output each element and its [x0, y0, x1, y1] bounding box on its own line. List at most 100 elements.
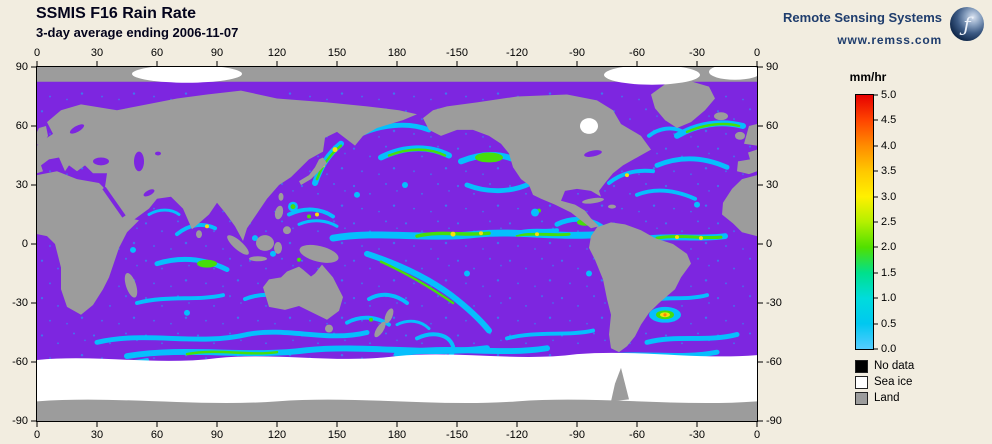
axis-tick-label: -120	[505, 47, 529, 59]
landmass-west-africa-edge	[722, 175, 757, 237]
axis-tick-label: -150	[445, 47, 469, 59]
landmass-iberia-edge	[737, 149, 757, 175]
axis-tick-label: 60	[150, 47, 164, 59]
landmass-tasmania	[325, 324, 333, 333]
red-sea	[102, 186, 126, 218]
landmass-madagascar	[124, 273, 138, 298]
landmass-australia	[263, 264, 343, 320]
black-sea	[93, 157, 109, 166]
legend-item: Land	[855, 391, 914, 405]
landmass-japan	[299, 157, 327, 185]
axis-tick-label: 0	[766, 238, 773, 250]
page-title: SSMIS F16 Rain Rate	[36, 5, 197, 22]
landmass-uk-east-edge	[744, 124, 757, 146]
landmass-ireland	[735, 131, 745, 140]
colorbar-tick-label: 3.0	[881, 190, 897, 203]
landmass-uk	[37, 126, 48, 145]
axis-tick-label: 60	[150, 429, 164, 441]
axis-tick-label: -30	[12, 297, 28, 309]
colorbar-tick-label: 0.5	[881, 317, 897, 330]
landmass-south-america	[589, 222, 691, 353]
landmass-nz-south	[374, 321, 386, 338]
landmass-eurasia	[37, 90, 417, 242]
axis-tick-label: 30	[90, 47, 104, 59]
legend-item: No data	[855, 359, 914, 373]
axis-tick-label: 0	[753, 47, 761, 59]
brand-block: Remote Sensing Systems www.remss.com ƒ	[783, 7, 984, 47]
landmass-nz-north	[384, 308, 394, 324]
axis-tick-label: -90	[766, 415, 782, 427]
legend-swatch	[855, 359, 868, 373]
map-legend: No data Sea ice Land	[855, 359, 914, 405]
landmass-cuba	[582, 197, 604, 204]
axis-tick-label: -90	[569, 429, 585, 441]
landmass-newguinea	[299, 244, 339, 263]
colorbar-tick-label: 3.5	[881, 165, 897, 178]
colorbar-tick-label: 2.5	[881, 216, 897, 228]
colorbar-tick-label: 1.0	[881, 292, 897, 305]
colorbar-scale: 5.0 4.5 4.0 3.5 3.0 2.5 2.0 1.5 1.0 0.5 0.0	[874, 89, 918, 355]
axis-tick-label: 60	[766, 120, 779, 132]
axis-tick-label: 90	[766, 61, 779, 73]
axis-tick-label: 120	[267, 47, 287, 59]
axis-tick-label: -60	[766, 356, 782, 368]
great-lakes	[584, 150, 602, 157]
legend-label: No data	[874, 360, 915, 372]
axis-tick-label: -30	[689, 47, 705, 59]
colorbar-tick-label: 4.0	[881, 139, 897, 152]
antarctic-peninsula	[611, 367, 629, 402]
axis-tick-label: -30	[689, 429, 705, 441]
axis-tick-label: 150	[327, 47, 347, 59]
colorbar-tick-label: 5.0	[881, 89, 897, 101]
legend-label: Sea ice	[874, 376, 913, 388]
page-subtitle: 3-day average ending 2006-11-07	[36, 25, 239, 40]
landmass-greenland	[651, 80, 715, 128]
colorbar-tick-label: 0.0	[881, 343, 897, 355]
baltic-sea	[69, 124, 85, 134]
axis-tick-label: -30	[766, 297, 782, 309]
colorbar-units: mm/hr	[849, 70, 887, 84]
caspian-sea	[134, 151, 144, 172]
axis-tick-label: 0	[33, 47, 41, 59]
world-map: 0 30 60 90 120 150 180 -150 -120 -90 -60 -30 0 0 30 60…	[12, 47, 782, 441]
axis-tick-label: 180	[387, 429, 407, 441]
axis-tick-label: -120	[505, 429, 529, 441]
axis-tick-label: -60	[629, 47, 645, 59]
axis-tick-label: -60	[12, 356, 28, 368]
axis-tick-label: 120	[267, 429, 287, 441]
axis-tick-label: -60	[629, 429, 645, 441]
axis-tick-label: -90	[569, 47, 585, 59]
antarctica-layer	[37, 367, 757, 421]
axis-tick-label: 0	[33, 429, 41, 441]
hudson-bay-ice	[580, 118, 598, 134]
colorbar-tick-label: 2.0	[881, 241, 897, 254]
axis-tick-label: -90	[12, 415, 28, 427]
landmass-africa	[37, 171, 139, 315]
axis-tick-label: -150	[445, 429, 469, 441]
axis-tick-label: 30	[766, 179, 779, 191]
colorbar-tick-label: 1.5	[881, 266, 897, 279]
colorbar-tick-label: 4.5	[881, 114, 897, 127]
axis-tick-label: 30	[90, 429, 104, 441]
world-map-svg	[37, 67, 757, 421]
inland-seas-layer	[69, 124, 602, 218]
brand-name: Remote Sensing Systems	[783, 10, 942, 25]
legend-item: Sea ice	[855, 375, 914, 389]
axis-tick-label: 30	[15, 179, 28, 191]
axis-tick-label: 150	[327, 429, 347, 441]
colorbar-gradient	[855, 94, 874, 350]
landmass-iceland	[714, 112, 728, 121]
axis-tick-label: 90	[210, 47, 224, 59]
axis-tick-label: 0	[753, 429, 761, 441]
axis-tick-label: 60	[15, 120, 28, 132]
brand-text: Remote Sensing Systems www.remss.com	[783, 7, 942, 47]
legend-swatch	[855, 391, 868, 405]
brand-website: www.remss.com	[837, 33, 942, 47]
landmass-antarctica	[37, 399, 757, 421]
sea-ice-layer	[37, 67, 757, 408]
legend-swatch	[855, 375, 868, 389]
axis-tick-label: 0	[21, 238, 28, 250]
persian-gulf	[143, 189, 155, 197]
legend-label: Land	[874, 392, 900, 404]
